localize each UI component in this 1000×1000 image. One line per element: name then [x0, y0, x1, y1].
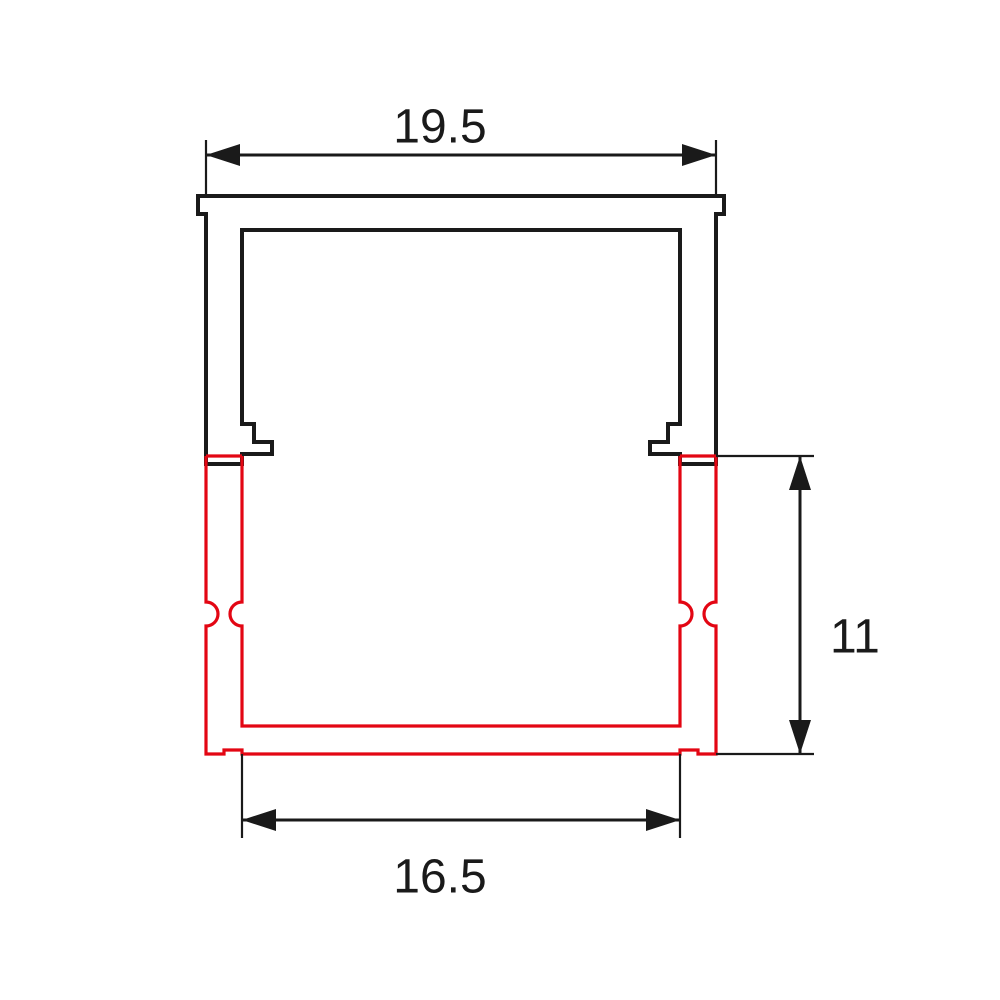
- dimension-annotations: 19.5 16.5 11: [206, 101, 880, 904]
- technical-drawing: 19.5 16.5 11: [0, 0, 1000, 1000]
- diffuser-profile: [198, 196, 724, 464]
- channel-profile: [206, 456, 716, 754]
- dimension-top-width: 19.5: [393, 101, 486, 154]
- dimension-right-height: 11: [830, 611, 880, 664]
- dimension-bottom-width: 16.5: [393, 851, 486, 904]
